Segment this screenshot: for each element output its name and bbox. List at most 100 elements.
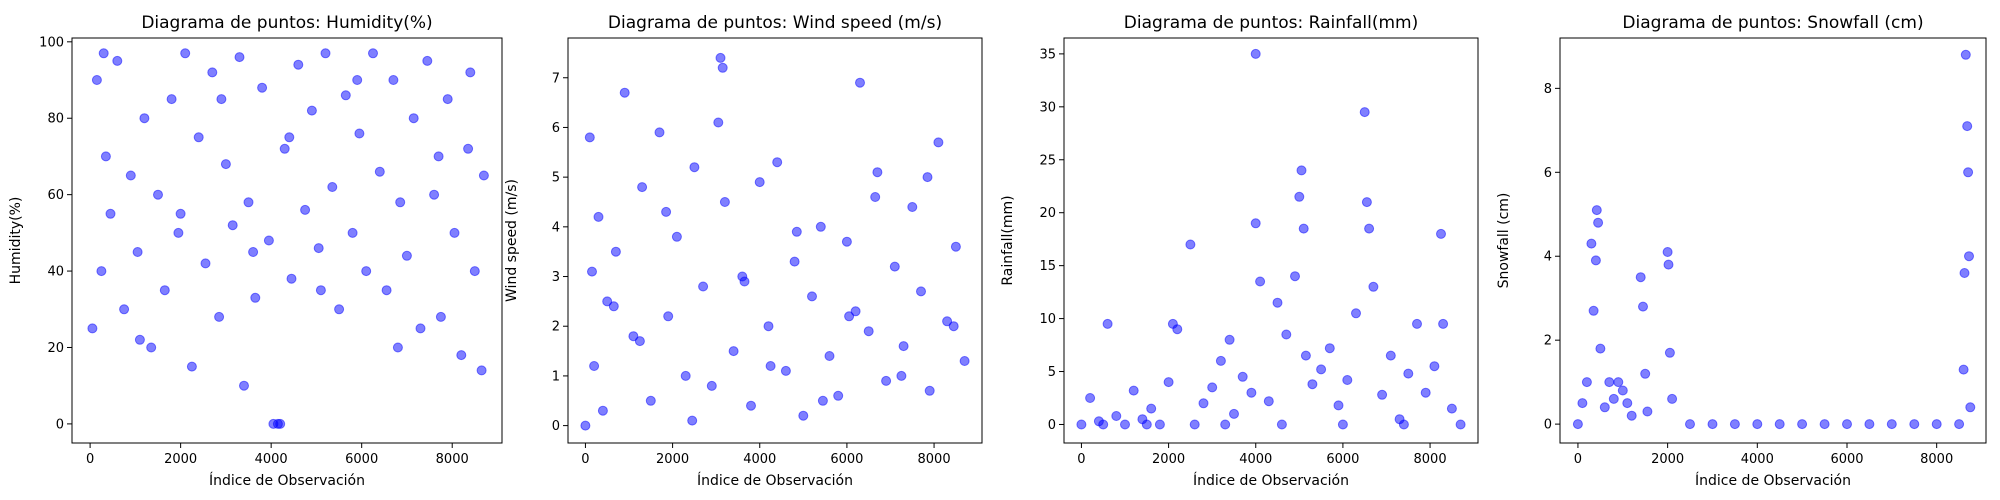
y-tick-label: 6 xyxy=(552,121,560,136)
data-point xyxy=(227,220,238,231)
data-point xyxy=(798,410,809,421)
data-point xyxy=(1626,410,1637,421)
data-point xyxy=(1964,251,1974,262)
data-point xyxy=(1595,343,1606,354)
data-point xyxy=(132,247,143,257)
scatter-panel-rainfall: 0 2000 4000 6000 8000 0 5 10 15 20 25 30 35 Diagrama … xyxy=(1000,13,1479,489)
data-point xyxy=(833,390,844,401)
data-point xyxy=(1198,398,1209,409)
data-point xyxy=(1224,334,1235,345)
data-point xyxy=(870,192,881,202)
data-point xyxy=(1098,419,1109,430)
data-point xyxy=(1364,223,1375,234)
data-point xyxy=(263,235,274,246)
data-point xyxy=(654,127,665,138)
data-point xyxy=(361,266,372,277)
data-point xyxy=(105,208,116,219)
data-point xyxy=(815,221,826,232)
data-point xyxy=(91,75,102,85)
data-point xyxy=(1958,364,1969,375)
data-point xyxy=(96,266,107,277)
data-point xyxy=(1385,350,1396,361)
data-point xyxy=(374,166,385,177)
y-tick-label: 100 xyxy=(39,35,64,50)
data-point xyxy=(1842,419,1852,430)
data-point xyxy=(1290,271,1300,282)
data-point xyxy=(1577,398,1588,409)
data-point xyxy=(772,157,783,168)
data-point xyxy=(1572,419,1583,430)
data-point xyxy=(584,132,595,143)
data-point xyxy=(243,197,254,208)
data-point xyxy=(717,62,728,73)
data-point xyxy=(1263,396,1274,407)
data-point xyxy=(327,182,338,192)
data-point xyxy=(687,415,698,426)
y-axis-label: Snowfall (cm) xyxy=(1496,193,1512,289)
data-point xyxy=(933,137,944,148)
x-tick-label: 2000 xyxy=(656,452,689,467)
y-axis-label: Wind speed (m/s) xyxy=(504,179,520,302)
data-point xyxy=(415,323,426,334)
data-point xyxy=(1102,318,1113,329)
data-point xyxy=(1307,379,1318,390)
data-point xyxy=(619,87,630,98)
data-point xyxy=(1590,255,1601,266)
x-axis-label: Índice de Observación xyxy=(1193,472,1349,489)
data-point xyxy=(257,82,268,93)
x-tick-label: 8000 xyxy=(1920,452,1953,467)
data-point xyxy=(465,67,476,78)
data-point xyxy=(200,258,211,269)
data-point xyxy=(637,182,648,193)
data-point xyxy=(1436,228,1446,239)
data-point xyxy=(442,94,453,105)
data-point xyxy=(1316,364,1327,375)
data-points xyxy=(87,48,489,429)
data-point xyxy=(959,356,970,366)
data-point xyxy=(1146,403,1157,414)
data-point xyxy=(1931,419,1942,430)
data-point xyxy=(98,48,109,59)
data-point xyxy=(1333,400,1344,411)
data-point xyxy=(680,370,691,381)
y-tick-label: 30 xyxy=(1039,100,1056,115)
data-point xyxy=(1111,411,1122,421)
data-point xyxy=(1455,419,1466,430)
data-point xyxy=(1429,361,1440,372)
data-point xyxy=(381,285,392,296)
data-point xyxy=(597,405,608,416)
data-point xyxy=(1220,419,1231,430)
data-point xyxy=(661,206,672,217)
data-point xyxy=(1774,419,1785,430)
data-point xyxy=(706,380,717,391)
x-tick-label: 6000 xyxy=(345,452,378,467)
data-point xyxy=(476,365,487,376)
data-point xyxy=(671,231,682,242)
data-point xyxy=(728,346,739,357)
data-point xyxy=(1296,165,1307,176)
x-tick-label: 8000 xyxy=(918,452,951,467)
data-point xyxy=(1361,197,1372,208)
data-point xyxy=(634,336,645,347)
x-tick-label: 0 xyxy=(581,452,589,467)
data-point xyxy=(1337,419,1348,430)
data-point xyxy=(153,189,163,200)
plot-frame xyxy=(1063,37,1479,444)
data-point xyxy=(689,162,700,173)
data-point xyxy=(698,281,709,292)
data-point xyxy=(1909,419,1920,430)
x-tick-label: 4000 xyxy=(1239,452,1272,467)
data-point xyxy=(1965,402,1976,413)
data-point xyxy=(1608,393,1619,404)
scatter-panel-humidity: 0 2000 4000 6000 8000 0 20 40 60 80 100 Diagrama de… xyxy=(8,13,503,489)
data-point xyxy=(1954,419,1965,430)
y-tick-label: 15 xyxy=(1039,259,1056,274)
data-point xyxy=(408,113,419,124)
data-point xyxy=(746,400,756,411)
data-point xyxy=(1141,419,1152,430)
data-point xyxy=(1237,371,1248,382)
data-point xyxy=(948,321,959,332)
data-point xyxy=(239,380,249,391)
data-point xyxy=(922,172,933,183)
data-point xyxy=(817,395,828,406)
